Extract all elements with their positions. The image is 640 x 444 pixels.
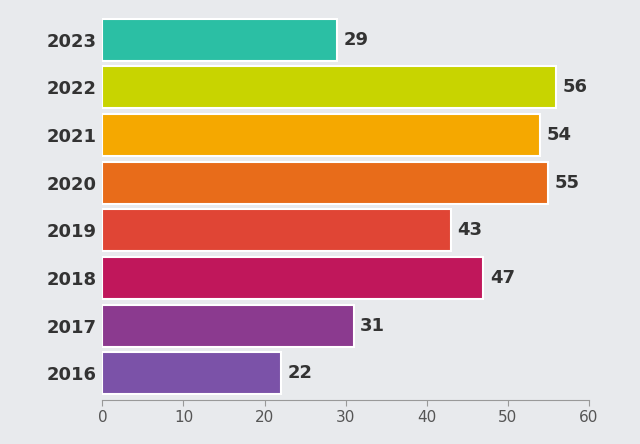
- Bar: [102, 114, 540, 156]
- Bar: [102, 209, 451, 251]
- Text: 56: 56: [563, 78, 588, 96]
- Text: 54: 54: [547, 126, 572, 144]
- Text: 55: 55: [555, 174, 580, 192]
- Bar: [102, 353, 281, 394]
- Bar: [102, 162, 548, 204]
- Text: 22: 22: [287, 365, 312, 382]
- Text: 43: 43: [458, 221, 483, 239]
- Bar: [102, 305, 354, 347]
- Bar: [102, 66, 556, 108]
- Bar: [102, 19, 337, 60]
- Bar: [102, 257, 483, 299]
- Text: 47: 47: [490, 269, 515, 287]
- Text: 31: 31: [360, 317, 385, 335]
- Text: 29: 29: [344, 31, 369, 48]
